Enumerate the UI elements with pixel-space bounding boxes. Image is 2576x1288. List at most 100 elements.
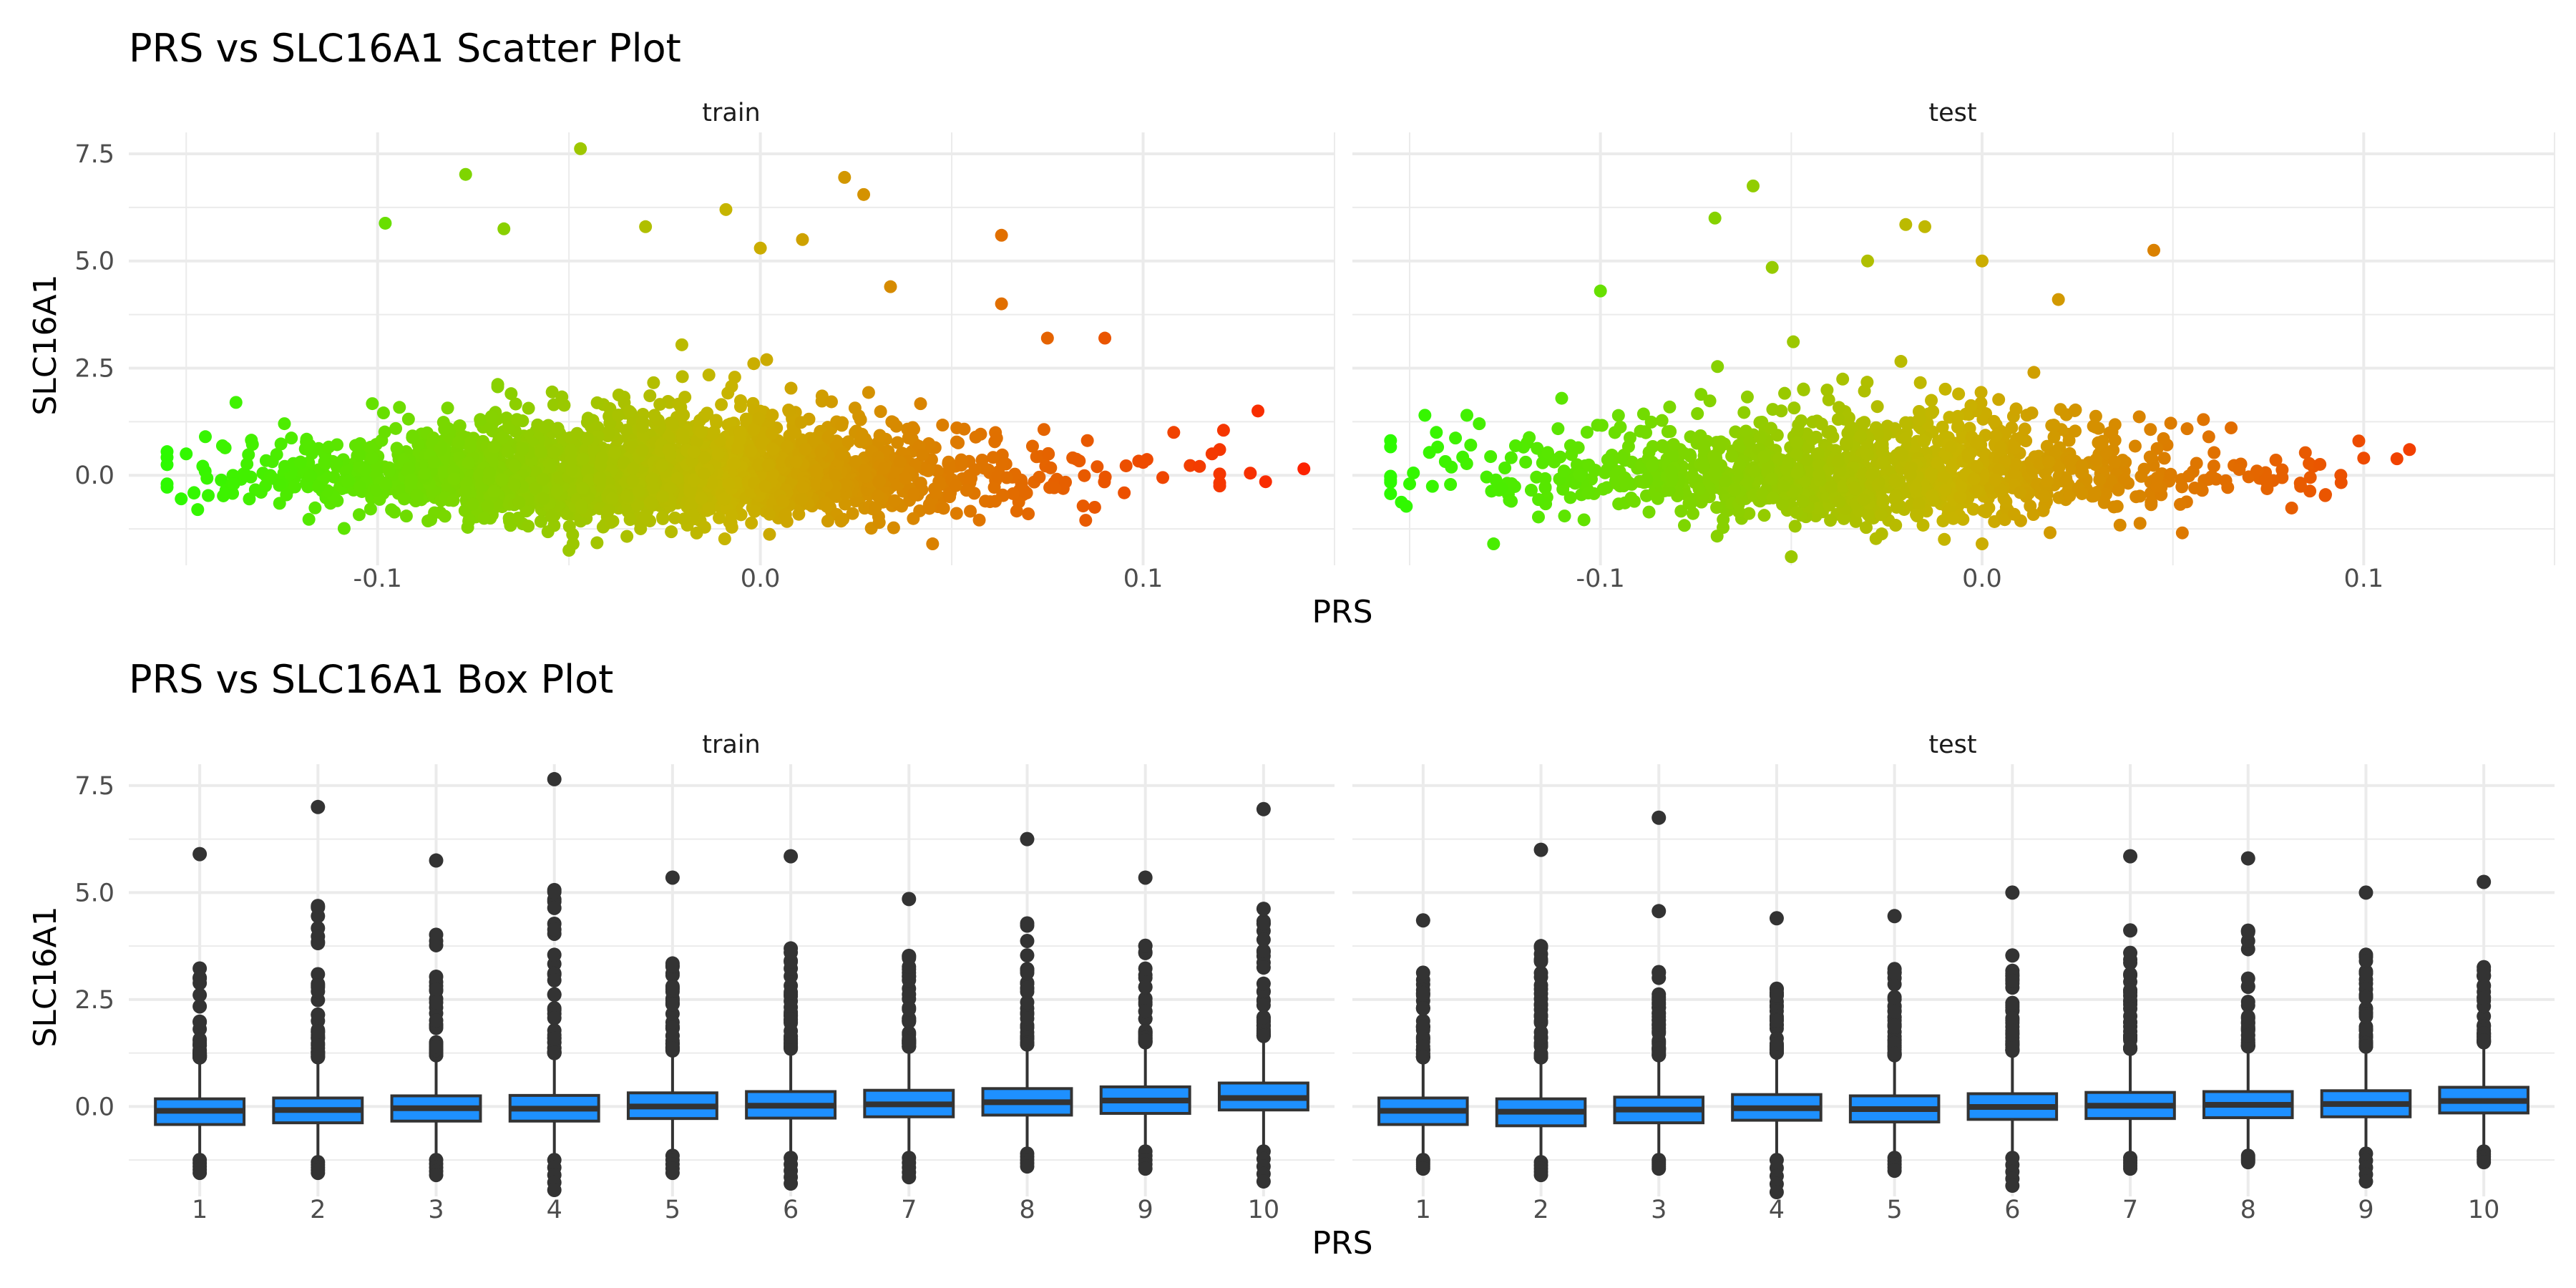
- box-outlier: [2358, 1009, 2373, 1024]
- box-outlier: [2123, 945, 2138, 960]
- scatter-point: [907, 512, 920, 525]
- scatter-point: [1858, 416, 1871, 429]
- box-outlier: [2123, 923, 2138, 938]
- scatter-point: [507, 478, 521, 492]
- scatter-point: [960, 484, 973, 497]
- scatter-point: [274, 437, 288, 451]
- scatter-point: [1640, 472, 1654, 486]
- scatter-point: [796, 480, 810, 494]
- scatter-point: [1766, 491, 1780, 504]
- scatter-point: [702, 369, 716, 382]
- scatter-point: [1508, 439, 1522, 452]
- box-outlier: [2477, 1155, 2492, 1170]
- box-outlier: [1533, 953, 1548, 968]
- scatter-point: [2144, 423, 2157, 436]
- scatter-point: [1697, 459, 1710, 473]
- box-x-tick-label: 6: [2004, 1196, 2020, 1224]
- scatter-point: [1655, 414, 1669, 427]
- scatter-point: [2233, 463, 2246, 477]
- scatter-point: [1384, 474, 1397, 487]
- scatter-point: [1888, 492, 1902, 505]
- scatter-point: [160, 451, 174, 464]
- scatter-point: [1913, 376, 1927, 389]
- scatter-point: [725, 520, 738, 534]
- scatter-point: [713, 511, 726, 525]
- box-outlier: [1415, 965, 1430, 980]
- scatter-point: [1796, 495, 1810, 509]
- scatter-point: [512, 495, 526, 509]
- scatter-point: [509, 397, 522, 411]
- scatter-point: [914, 397, 927, 411]
- scatter-point: [987, 481, 1001, 494]
- scatter-point: [404, 476, 417, 489]
- scatter-point: [656, 489, 670, 503]
- box-outlier: [429, 982, 444, 997]
- scatter-point: [718, 532, 731, 546]
- scatter-point: [1636, 407, 1650, 421]
- box-outlier: [2005, 948, 2020, 963]
- scatter-point: [1642, 505, 1656, 519]
- scatter-point: [884, 280, 897, 293]
- scatter-point: [318, 455, 331, 469]
- scatter-point: [1430, 426, 1443, 439]
- scatter-point: [725, 509, 738, 522]
- scatter-point: [794, 416, 808, 429]
- scatter-point: [187, 486, 201, 499]
- scatter-point: [779, 508, 792, 522]
- scatter-point: [436, 416, 450, 429]
- scatter-point: [675, 370, 689, 384]
- scatter-point: [922, 464, 935, 477]
- box-outlier: [547, 771, 562, 786]
- scatter-point: [1757, 509, 1771, 522]
- box-outlier: [1533, 1168, 1548, 1183]
- box-y-tick-label: 0.0: [74, 1093, 114, 1121]
- box-outlier: [1138, 938, 1153, 953]
- scatter-point: [687, 474, 701, 487]
- scatter-point: [1989, 474, 2002, 487]
- scatter-point: [1747, 464, 1761, 478]
- scatter-point: [293, 455, 307, 469]
- scatter-point: [389, 421, 403, 435]
- scatter-point: [2403, 443, 2416, 457]
- box-outlier: [1533, 842, 1548, 857]
- scatter-point: [502, 421, 516, 434]
- scatter-point: [1874, 508, 1888, 522]
- scatter-point: [2026, 508, 2040, 522]
- scatter-point: [1098, 331, 1112, 345]
- box-outlier: [1887, 1004, 1902, 1019]
- scatter-point: [1614, 420, 1627, 434]
- box-outlier: [665, 997, 680, 1012]
- scatter-point: [202, 489, 215, 502]
- scatter-point: [995, 457, 1009, 471]
- scatter-point: [857, 187, 871, 201]
- scatter-point: [1888, 474, 1902, 488]
- box-outlier: [1415, 913, 1430, 928]
- box-outlier: [547, 972, 562, 987]
- scatter-point: [1936, 420, 1949, 434]
- scatter-point: [1184, 459, 1197, 472]
- scatter-point: [504, 387, 518, 401]
- box-outlier: [1256, 902, 1271, 917]
- scatter-point: [1444, 478, 1458, 492]
- scatter-point: [1765, 421, 1778, 435]
- scatter-point: [795, 492, 809, 506]
- box-outlier: [429, 1168, 444, 1183]
- scatter-point: [678, 391, 692, 404]
- scatter-point: [1775, 404, 1788, 418]
- scatter-point: [873, 474, 887, 488]
- scatter-point: [2128, 439, 2142, 453]
- scatter-point: [410, 489, 424, 502]
- scatter-point: [2269, 453, 2283, 467]
- scatter-point: [522, 519, 535, 533]
- scatter-point: [1992, 393, 2006, 406]
- scatter-point: [775, 455, 789, 469]
- box-outlier: [1138, 1161, 1153, 1176]
- box-outlier: [2005, 995, 2020, 1010]
- box-outlier: [192, 1015, 208, 1030]
- scatter-point: [1677, 447, 1690, 460]
- scatter-point: [719, 203, 733, 216]
- scatter-point: [397, 492, 411, 506]
- scatter-point: [655, 510, 669, 524]
- scatter-point: [675, 407, 689, 421]
- scatter-point: [1601, 453, 1614, 467]
